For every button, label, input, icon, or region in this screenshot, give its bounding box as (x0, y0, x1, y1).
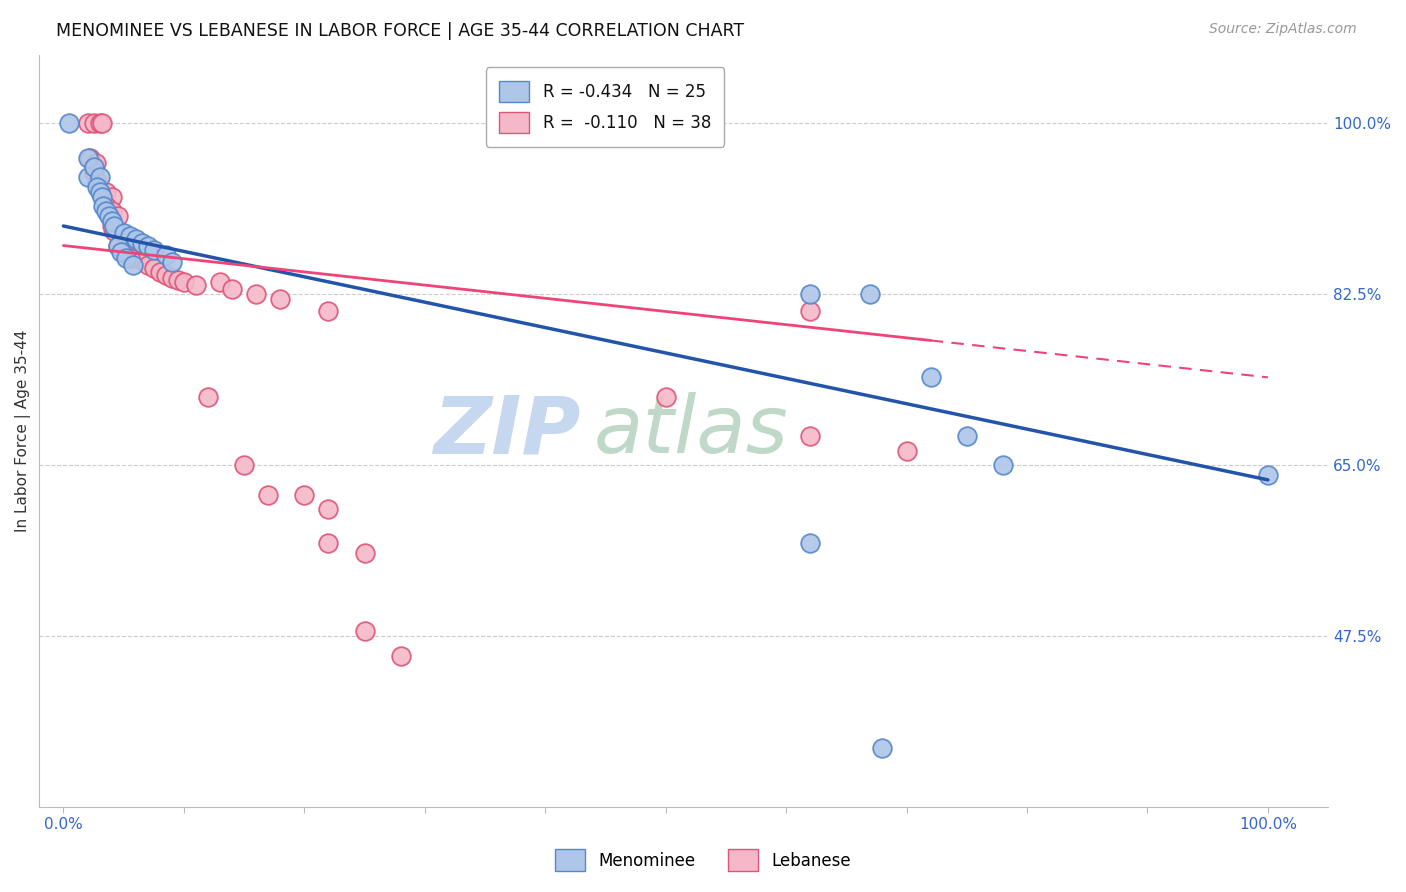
Point (269, 292, 291, 306)
Point (142, 260, 165, 275)
Point (197, 390, 219, 404)
Point (103, 219, 125, 233)
Point (91, 199, 114, 213)
Point (654, 390, 676, 404)
Point (155, 268, 177, 282)
Point (1257, 468, 1279, 483)
Point (79, 151, 101, 165)
Point (94, 185, 117, 199)
Point (799, 304, 821, 318)
Point (83, 116, 105, 130)
Text: atlas: atlas (593, 392, 789, 470)
Point (83, 165, 105, 179)
Point (94, 199, 117, 213)
Point (112, 228, 135, 243)
Point (292, 487, 315, 501)
Point (872, 741, 894, 756)
Point (155, 248, 177, 262)
Point (76, 170, 98, 185)
Point (160, 270, 183, 285)
Point (136, 238, 159, 252)
Point (208, 275, 231, 289)
Point (136, 258, 159, 272)
Point (318, 304, 340, 318)
Point (859, 287, 882, 301)
Point (257, 487, 280, 501)
Point (799, 429, 821, 443)
Point (799, 287, 821, 301)
Point (142, 244, 165, 258)
Point (107, 209, 129, 223)
Point (245, 287, 267, 301)
Point (100, 214, 122, 228)
Text: MENOMINEE VS LEBANESE IN LABOR FORCE | AGE 35-44 CORRELATION CHART: MENOMINEE VS LEBANESE IN LABOR FORCE | A… (56, 22, 744, 40)
Point (100, 190, 122, 204)
Point (112, 226, 135, 240)
Point (389, 648, 412, 663)
Point (131, 235, 153, 250)
Point (107, 238, 129, 252)
Point (149, 265, 172, 279)
Point (799, 536, 821, 550)
Point (115, 242, 138, 256)
Legend: R = -0.434   N = 25, R =  -0.110   N = 38: R = -0.434 N = 25, R = -0.110 N = 38 (486, 67, 724, 146)
Point (89, 185, 111, 199)
Text: Source: ZipAtlas.com: Source: ZipAtlas.com (1209, 22, 1357, 37)
Point (118, 235, 141, 250)
Point (173, 275, 195, 289)
Point (233, 458, 256, 473)
Point (318, 502, 340, 516)
Point (353, 546, 375, 560)
Point (956, 429, 979, 443)
Point (131, 253, 153, 268)
Point (991, 458, 1014, 473)
Point (125, 232, 148, 246)
Point (118, 252, 141, 266)
Point (100, 219, 122, 233)
Point (118, 228, 141, 243)
Point (184, 277, 207, 292)
Point (110, 245, 132, 260)
Point (127, 248, 149, 262)
Point (112, 245, 135, 260)
Legend: Menominee, Lebanese: Menominee, Lebanese (547, 841, 859, 880)
Point (100, 204, 122, 219)
Point (91, 190, 114, 204)
Y-axis label: In Labor Force | Age 35-44: In Labor Force | Age 35-44 (15, 330, 31, 533)
Point (920, 370, 942, 384)
Point (318, 536, 340, 550)
Point (166, 273, 188, 287)
Point (103, 224, 125, 238)
Point (58, 116, 80, 130)
Point (89, 170, 111, 185)
Point (89, 116, 111, 130)
Point (125, 244, 148, 258)
Point (94, 204, 117, 219)
Point (76, 151, 98, 165)
Point (122, 258, 145, 272)
Point (86, 180, 108, 194)
Point (160, 255, 183, 269)
Point (107, 238, 129, 252)
Point (896, 443, 918, 458)
Point (84, 155, 107, 169)
Point (98, 209, 121, 223)
Point (83, 161, 105, 175)
Text: ZIP: ZIP (433, 392, 581, 470)
Point (86, 175, 108, 189)
Point (115, 252, 138, 266)
Point (353, 624, 375, 639)
Point (76, 116, 98, 130)
Point (91, 116, 114, 130)
Point (221, 283, 243, 297)
